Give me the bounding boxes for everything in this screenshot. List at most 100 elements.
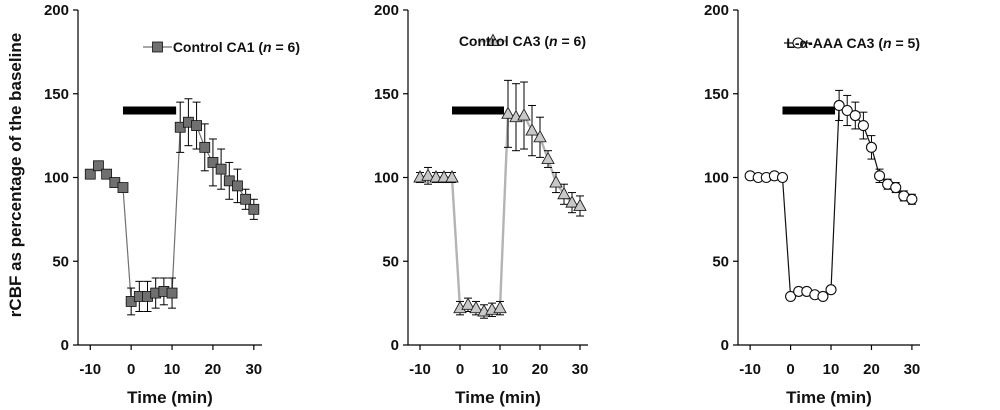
- x-tick-label: 30: [904, 361, 921, 378]
- data-point-triangle: [445, 170, 459, 183]
- y-tick-label: 150: [44, 86, 69, 103]
- x-axis-title: Time (min): [127, 388, 213, 407]
- data-point-circle: [776, 171, 789, 184]
- series-line: [89, 121, 255, 303]
- y-tick-label: 150: [374, 86, 399, 103]
- stimulus-bar: [782, 106, 836, 115]
- data-point-square: [199, 141, 211, 153]
- data-point-triangle: [501, 106, 515, 119]
- data-point-triangle: [565, 195, 579, 208]
- legend-label-n: n: [549, 33, 558, 49]
- data-point-square: [240, 193, 252, 205]
- y-tick-label: 150: [704, 86, 729, 103]
- series-line: [750, 104, 913, 298]
- y-tick-label: 50: [382, 253, 399, 270]
- legend-label-suffix: = 6): [272, 39, 300, 55]
- panel-control-ca3: 0 50 100 150 200 -10 0 10 20 30 Time (min) Control …: [374, 2, 588, 407]
- y-tick-label: 200: [44, 2, 69, 19]
- legend-label-n: n: [263, 39, 272, 55]
- data-point-triangle: [549, 175, 563, 188]
- y-tick-label: 200: [704, 2, 729, 19]
- x-tick-label: 0: [456, 361, 464, 378]
- data-point-triangle: [573, 198, 587, 211]
- data-point-triangle: [525, 123, 539, 136]
- series-line: [419, 112, 581, 313]
- legend-label-suffix: = 5): [892, 35, 920, 51]
- x-tick-label: 10: [492, 361, 509, 378]
- x-tick-label: -10: [739, 361, 761, 378]
- y-tick-label: 50: [52, 253, 69, 270]
- y-tick-label: 100: [374, 170, 399, 187]
- data-point-circle: [785, 290, 797, 302]
- y-tick-label: 0: [391, 337, 399, 354]
- panel-l-alpha-aaa-ca3: 0 50 100 150 200 -10 0 10 20 30 Time (min) L-α-AAA …: [704, 2, 920, 407]
- y-tick-label: 200: [374, 2, 399, 19]
- legend-label: L-α-AAA CA3 (n = 5): [786, 35, 920, 51]
- data-point-square: [207, 157, 219, 168]
- data-point-square: [93, 160, 104, 172]
- y-tick-label: 50: [712, 253, 729, 270]
- data-point-square: [215, 163, 227, 175]
- data-point-triangle: [461, 297, 475, 310]
- x-tick-label: 20: [205, 361, 222, 378]
- data-point-circle: [833, 99, 845, 112]
- x-tick-label: 30: [245, 361, 262, 378]
- legend-label-prefix: Control CA3 (: [459, 33, 550, 49]
- legend-label-n: n: [883, 35, 892, 51]
- data-point-triangle: [557, 186, 571, 200]
- legend-label-prefix: L-α-AAA CA3 (: [786, 35, 883, 51]
- y-tick-label: 100: [704, 170, 729, 187]
- x-tick-label: 20: [863, 361, 880, 378]
- stimulus-bar: [452, 106, 504, 115]
- data-point-circle: [849, 109, 861, 122]
- x-tick-label: -10: [79, 361, 101, 378]
- x-tick-label: 20: [532, 361, 549, 378]
- y-tick-label: 0: [61, 337, 69, 354]
- x-tick-label: 0: [786, 361, 794, 378]
- legend: Control CA1 (n = 6): [143, 39, 300, 55]
- y-axis-title: rCBF as percentage of the baseline: [6, 33, 25, 317]
- data-point-triangle: [541, 151, 555, 165]
- data-point-circle: [906, 193, 918, 205]
- legend: L-α-AAA CA3 (n = 5): [784, 35, 920, 51]
- legend-marker-square: [152, 41, 163, 53]
- data-point-square: [117, 182, 129, 193]
- data-point-circle: [874, 170, 886, 182]
- y-tick-label: 0: [721, 337, 729, 354]
- data-point-square: [232, 180, 243, 192]
- data-point-triangle: [493, 300, 507, 314]
- panel-control-ca1: 0 50 100 150 200 -10 0 10 20 30 Time (min) Control …: [44, 2, 300, 407]
- data-point-circle: [890, 182, 902, 194]
- data-point-square: [101, 168, 113, 180]
- legend-label: Control CA3 (n = 6): [459, 33, 586, 49]
- data-point-triangle: [533, 129, 547, 143]
- x-axis-title: Time (min): [786, 388, 872, 407]
- data-point-square: [191, 120, 202, 131]
- x-tick-label: 0: [127, 361, 135, 378]
- x-axis-title: Time (min): [455, 388, 541, 407]
- data-point-triangle: [421, 168, 435, 181]
- data-point-circle: [825, 284, 837, 296]
- data-point-triangle: [469, 300, 483, 314]
- legend-label-prefix: Control CA1 (: [173, 39, 264, 55]
- data-point-circle: [817, 290, 829, 302]
- legend-label: Control CA1 (n = 6): [173, 39, 300, 55]
- x-tick-label: 30: [572, 361, 589, 378]
- legend-marker-circle: [792, 37, 804, 49]
- legend-marker-triangle: [486, 33, 500, 46]
- legend-label-suffix: = 6): [558, 33, 586, 49]
- y-tick-label: 100: [44, 170, 69, 187]
- data-point-triangle: [517, 108, 531, 121]
- x-tick-label: -10: [409, 361, 431, 378]
- data-point-circle: [857, 120, 869, 132]
- data-point-square: [84, 168, 96, 180]
- x-tick-label: 10: [164, 361, 181, 378]
- data-point-square: [166, 287, 178, 299]
- data-point-circle: [865, 141, 878, 153]
- x-tick-label: 10: [823, 361, 840, 378]
- legend: Control CA3 (n = 6): [459, 33, 586, 49]
- data-point-circle: [841, 104, 853, 117]
- data-point-square: [248, 203, 260, 215]
- stimulus-bar: [122, 106, 177, 115]
